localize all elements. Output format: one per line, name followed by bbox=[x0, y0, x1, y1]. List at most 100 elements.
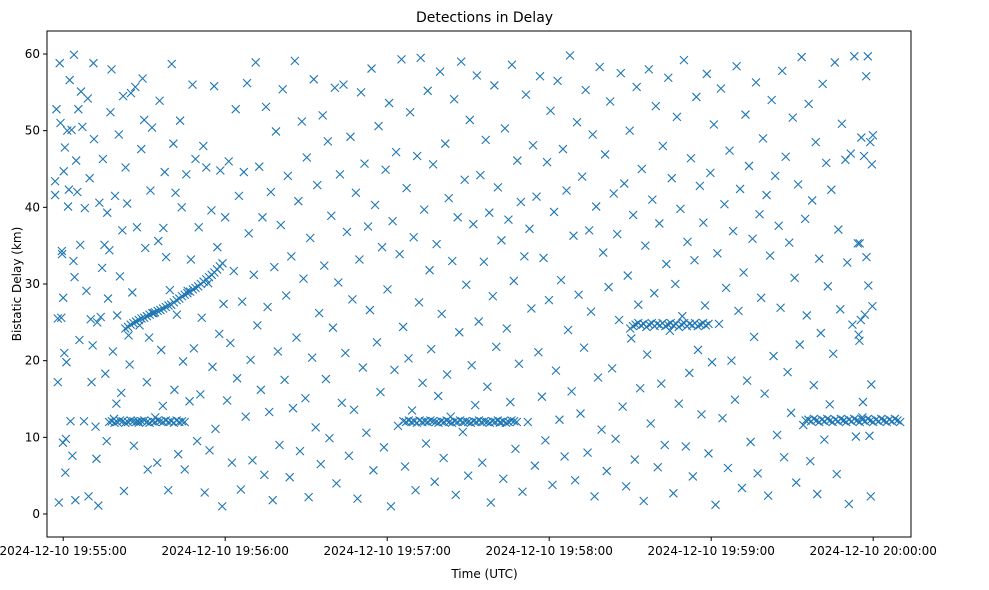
data-point bbox=[60, 468, 70, 477]
data-point bbox=[797, 52, 807, 62]
data-point bbox=[263, 302, 272, 312]
data-point bbox=[164, 301, 173, 310]
data-point bbox=[82, 286, 91, 296]
data-point bbox=[305, 233, 315, 243]
data-point bbox=[486, 498, 496, 507]
data-point bbox=[735, 184, 745, 194]
data-point bbox=[67, 451, 77, 461]
data-point bbox=[180, 465, 190, 474]
data-point bbox=[137, 314, 146, 323]
data-point bbox=[418, 378, 427, 388]
data-point bbox=[318, 110, 328, 120]
data-point bbox=[91, 422, 100, 431]
data-point bbox=[219, 299, 228, 309]
data-point bbox=[134, 418, 144, 428]
data-point bbox=[156, 345, 166, 355]
data-point bbox=[138, 74, 147, 83]
data-point bbox=[814, 254, 824, 264]
data-point bbox=[505, 397, 515, 407]
data-point bbox=[140, 243, 150, 253]
data-point bbox=[188, 284, 198, 294]
data-point bbox=[64, 185, 74, 195]
data-point bbox=[518, 487, 527, 497]
x-tick-label: 2024-12-10 19:56:00 bbox=[161, 544, 288, 558]
data-point bbox=[621, 482, 631, 491]
data-point bbox=[670, 279, 680, 289]
data-point bbox=[161, 302, 171, 312]
data-point bbox=[788, 113, 798, 123]
data-point bbox=[695, 181, 705, 191]
data-point bbox=[835, 304, 845, 314]
data-point bbox=[275, 440, 284, 450]
data-point bbox=[853, 238, 863, 248]
data-point bbox=[663, 73, 673, 83]
data-point bbox=[160, 167, 170, 177]
data-point bbox=[146, 186, 155, 195]
data-point bbox=[395, 249, 405, 259]
data-point bbox=[76, 87, 86, 96]
data-point bbox=[390, 365, 399, 375]
data-point bbox=[132, 222, 142, 232]
data-point bbox=[684, 368, 694, 378]
data-point bbox=[660, 440, 670, 450]
data-point bbox=[144, 333, 154, 343]
data-point bbox=[379, 442, 389, 452]
data-point bbox=[115, 416, 125, 425]
data-point bbox=[69, 50, 79, 60]
data-point bbox=[145, 310, 154, 320]
data-point bbox=[783, 367, 792, 377]
data-point bbox=[819, 435, 829, 445]
data-point bbox=[858, 413, 867, 422]
data-point bbox=[868, 301, 877, 311]
data-point bbox=[178, 357, 188, 366]
data-point bbox=[758, 133, 768, 143]
data-point bbox=[461, 280, 471, 290]
data-point bbox=[356, 87, 366, 97]
data-point bbox=[232, 373, 242, 383]
data-point bbox=[167, 59, 177, 69]
data-point bbox=[753, 468, 763, 478]
data-point bbox=[307, 353, 317, 362]
data-point bbox=[837, 119, 847, 129]
data-point bbox=[591, 202, 601, 211]
data-point bbox=[97, 263, 107, 273]
data-point bbox=[472, 71, 482, 80]
data-point bbox=[893, 416, 902, 425]
data-point bbox=[124, 330, 133, 340]
data-point bbox=[595, 62, 605, 72]
data-point bbox=[57, 246, 67, 256]
x-tick-label: 2024-12-10 19:58:00 bbox=[485, 544, 612, 558]
data-point bbox=[618, 402, 628, 412]
data-point bbox=[702, 69, 712, 79]
data-point bbox=[397, 54, 406, 64]
data-point bbox=[449, 94, 459, 104]
x-tick-label: 2024-12-10 20:00:00 bbox=[809, 544, 936, 558]
data-point bbox=[377, 242, 387, 252]
data-point bbox=[269, 262, 279, 272]
data-point bbox=[555, 415, 564, 425]
data-point bbox=[825, 399, 835, 409]
data-point bbox=[143, 465, 153, 474]
data-point bbox=[739, 268, 748, 277]
data-point bbox=[669, 488, 678, 498]
data-point bbox=[865, 431, 874, 441]
data-point bbox=[633, 300, 643, 310]
data-point bbox=[72, 187, 82, 197]
data-point bbox=[609, 189, 619, 198]
data-point bbox=[419, 205, 429, 215]
data-point bbox=[849, 51, 859, 61]
data-point bbox=[200, 488, 210, 497]
data-point bbox=[776, 303, 785, 313]
data-point bbox=[777, 66, 787, 76]
data-point bbox=[217, 501, 227, 511]
data-point bbox=[844, 499, 854, 509]
data-point bbox=[290, 56, 300, 66]
data-point bbox=[261, 102, 271, 112]
data-point bbox=[826, 185, 836, 195]
data-point bbox=[220, 212, 230, 222]
data-point bbox=[461, 416, 470, 426]
data-point bbox=[65, 75, 75, 85]
data-point bbox=[244, 229, 254, 238]
data-point bbox=[139, 313, 149, 323]
data-point bbox=[283, 171, 293, 181]
